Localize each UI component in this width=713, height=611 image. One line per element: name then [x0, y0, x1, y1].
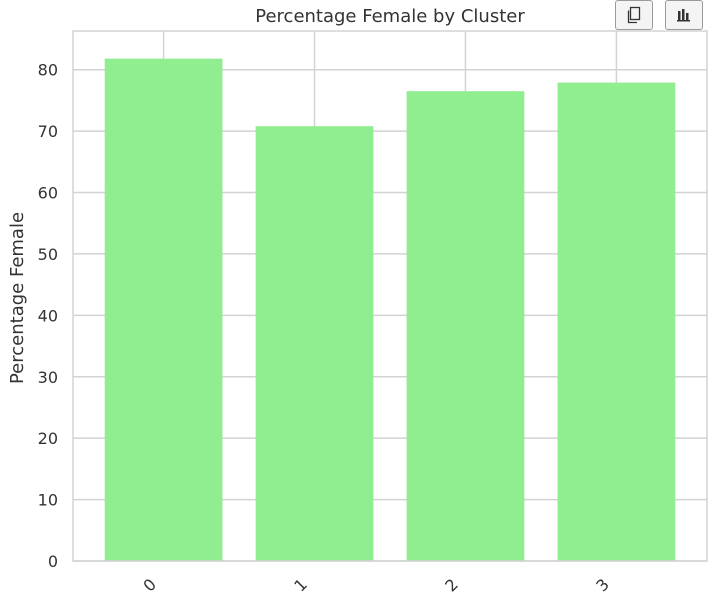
- tick-layer: 0 10 20 30 40 50 60 70 80 0 1 2 3: [38, 61, 613, 596]
- bar-cluster-2: [406, 91, 525, 562]
- x-tick-label: 0: [139, 575, 160, 596]
- y-tick-label: 0: [48, 552, 58, 571]
- x-tick-label: 1: [290, 575, 311, 596]
- bar-layer: [104, 58, 676, 562]
- bar-cluster-3: [557, 82, 676, 561]
- chart-view-button[interactable]: [665, 0, 703, 30]
- y-tick-label: 80: [38, 61, 58, 80]
- bar-chart-icon: [676, 7, 692, 23]
- y-tick-label: 40: [38, 306, 58, 325]
- y-axis-label: Percentage Female: [7, 212, 28, 384]
- y-tick-label: 30: [38, 368, 58, 387]
- y-tick-label: 20: [38, 429, 58, 448]
- y-tick-label: 10: [38, 491, 58, 510]
- copy-icon: [626, 6, 642, 24]
- bar-cluster-0: [104, 58, 223, 561]
- copy-button[interactable]: [615, 0, 653, 30]
- y-tick-label: 60: [38, 184, 58, 203]
- y-tick-label: 70: [38, 122, 58, 141]
- bar-cluster-1: [255, 126, 374, 561]
- y-tick-label: 50: [38, 245, 58, 264]
- x-tick-label: 2: [441, 575, 462, 596]
- chart-title: Percentage Female by Cluster: [255, 6, 525, 27]
- x-tick-label: 3: [592, 575, 613, 596]
- plot-frame: [72, 30, 708, 562]
